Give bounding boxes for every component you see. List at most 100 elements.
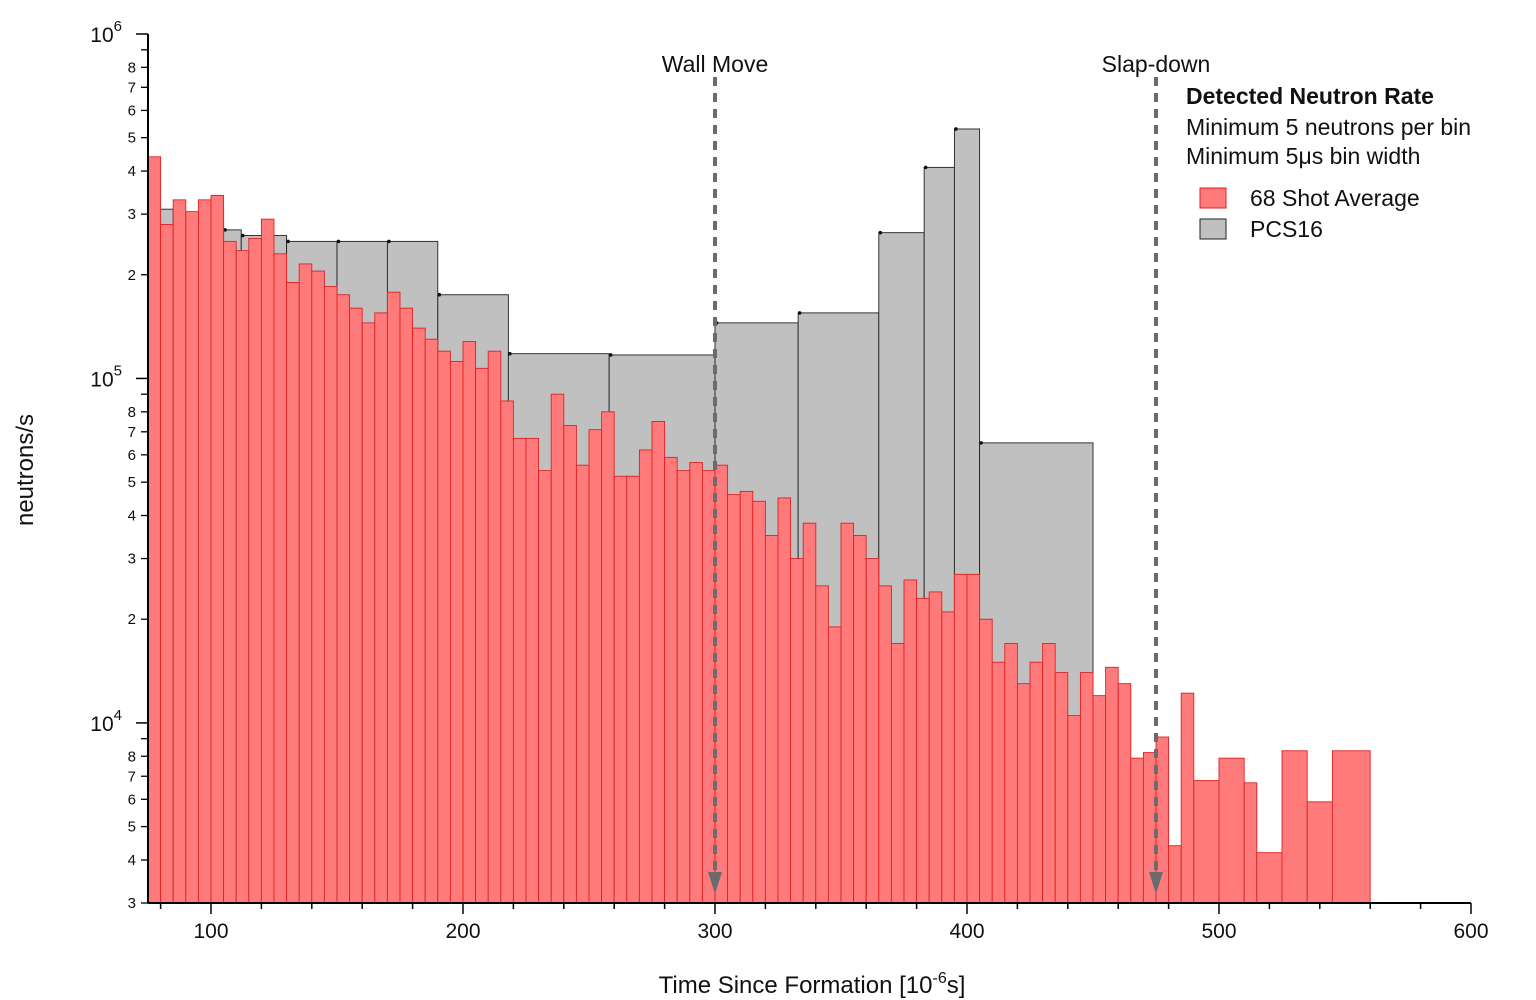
shot-average-bar [827,626,842,904]
shot-average-bar [412,327,426,904]
shot-average-bar [928,591,943,904]
shot-average-bar [323,285,338,904]
y-minor-label: 7 [128,79,136,96]
shot-average-bar [500,400,514,904]
shot-average-bar [777,497,792,904]
shot-average-bar [349,307,363,904]
shot-average-bar [1092,695,1107,904]
shot-average-bar [311,270,325,904]
y-minor-label: 8 [128,59,136,76]
shot-average-bar [802,522,817,904]
shot-average-bar [336,294,351,904]
shot-average-bar [185,211,199,904]
y-minor-label: 6 [128,102,136,119]
y-minor-label: 2 [128,267,136,284]
shot-average-bar [689,462,703,904]
shot-average-bar [676,470,691,904]
shot-average-bar [210,194,225,904]
axes: 100 200 300 400 500 600 104 105 106 3 4 5 6 7 8 2 3 4 5 6 7 8… [90,18,1488,943]
shot-average-bar [991,661,1006,904]
shot-average-bar [1117,683,1132,904]
shot-average-bar [1004,643,1018,904]
shot-average-bar-series [147,156,1371,904]
legend-swatch-pcs16 [1199,218,1227,240]
shot-average-bar [1218,757,1245,904]
shot-average-bar [953,573,968,904]
y-minor-label: 4 [128,852,136,869]
shot-average-bar [727,494,741,904]
x-tick-label: 300 [697,920,732,943]
x-axis-title: Time Since Formation [10-6s] [659,970,966,999]
x-tick-label: 600 [1453,920,1488,943]
shot-average-bar [538,470,552,904]
shot-average-bar [160,223,174,904]
shot-average-bar [550,393,565,904]
shot-average-bar [286,281,300,904]
shot-average-bar [1042,643,1056,904]
shot-average-bar [361,322,376,904]
annotation-arrowhead [1149,872,1163,894]
shot-average-bar [462,341,477,904]
shot-average-bar [626,475,640,904]
y-minor-label: 8 [128,404,136,421]
y-minor-label: 5 [128,130,136,147]
shot-average-bar [512,437,527,904]
pcs16-bar-marker [508,351,512,356]
shot-average-bar [966,573,981,904]
shot-average-bar [399,307,414,904]
pcs16-bar-marker [240,233,245,238]
legend: Detected Neutron Rate Minimum 5 neutrons… [1186,83,1471,242]
shot-average-bar [1029,661,1044,904]
shot-average-bar [840,522,855,904]
shot-average-bar [424,338,439,904]
shot-average-bar [260,218,275,904]
legend-subtitle-2: Minimum 5μs bin width [1186,143,1420,169]
pcs16-bar-marker [286,239,290,244]
shot-average-bar [664,456,678,904]
y-axis-title: neutrons/s [12,414,39,526]
pcs16-bar-marker [437,292,442,297]
pcs16-bar-marker [979,441,983,445]
pcs16-bar-marker [387,239,391,244]
shot-average-bar [588,429,603,904]
y-minor-label: 6 [128,447,136,464]
shot-average-bar [1054,672,1069,904]
shot-average-bar [172,199,187,904]
shot-average-bar [147,156,162,904]
shot-average-bar [764,535,779,904]
shot-average-bar [575,464,590,904]
y-minor-label: 2 [128,611,136,628]
shot-average-bar [903,579,918,904]
pcs16-bar-marker [608,353,613,357]
shot-average-bar [790,558,804,904]
shot-average-bar [1281,750,1308,904]
shot-average-bar [752,500,766,904]
shot-average-bar [865,558,880,904]
shot-average-bar [878,585,892,904]
shot-average-bar [475,367,489,904]
y-minor-label: 3 [128,895,136,912]
y-decade-label: 104 [90,707,122,736]
shot-average-bar [437,350,451,904]
shot-average-bar [979,618,993,904]
shot-average-bar [1079,672,1094,904]
shot-average-bar [563,425,577,904]
legend-label-shot-average: 68 Shot Average [1250,185,1420,211]
shot-average-bar [1256,852,1283,904]
annotation-markers: Wall Move Slap-down [662,51,1210,894]
pcs16-bar-marker [336,239,341,244]
shot-average-bar [916,597,930,904]
legend-swatch-shot-average [1199,187,1227,209]
y-minor-label: 5 [128,474,136,491]
annotation-arrowhead [708,872,722,894]
shot-average-bar [1243,782,1258,904]
shot-average-bar [890,643,905,904]
y-minor-label: 3 [128,551,136,568]
y-decade-label: 106 [90,18,122,47]
legend-label-pcs16: PCS16 [1250,216,1323,242]
shot-average-bar [1016,683,1031,904]
shot-average-bar [601,411,615,904]
shot-average-bar [449,361,464,904]
shot-average-bar [651,421,666,904]
